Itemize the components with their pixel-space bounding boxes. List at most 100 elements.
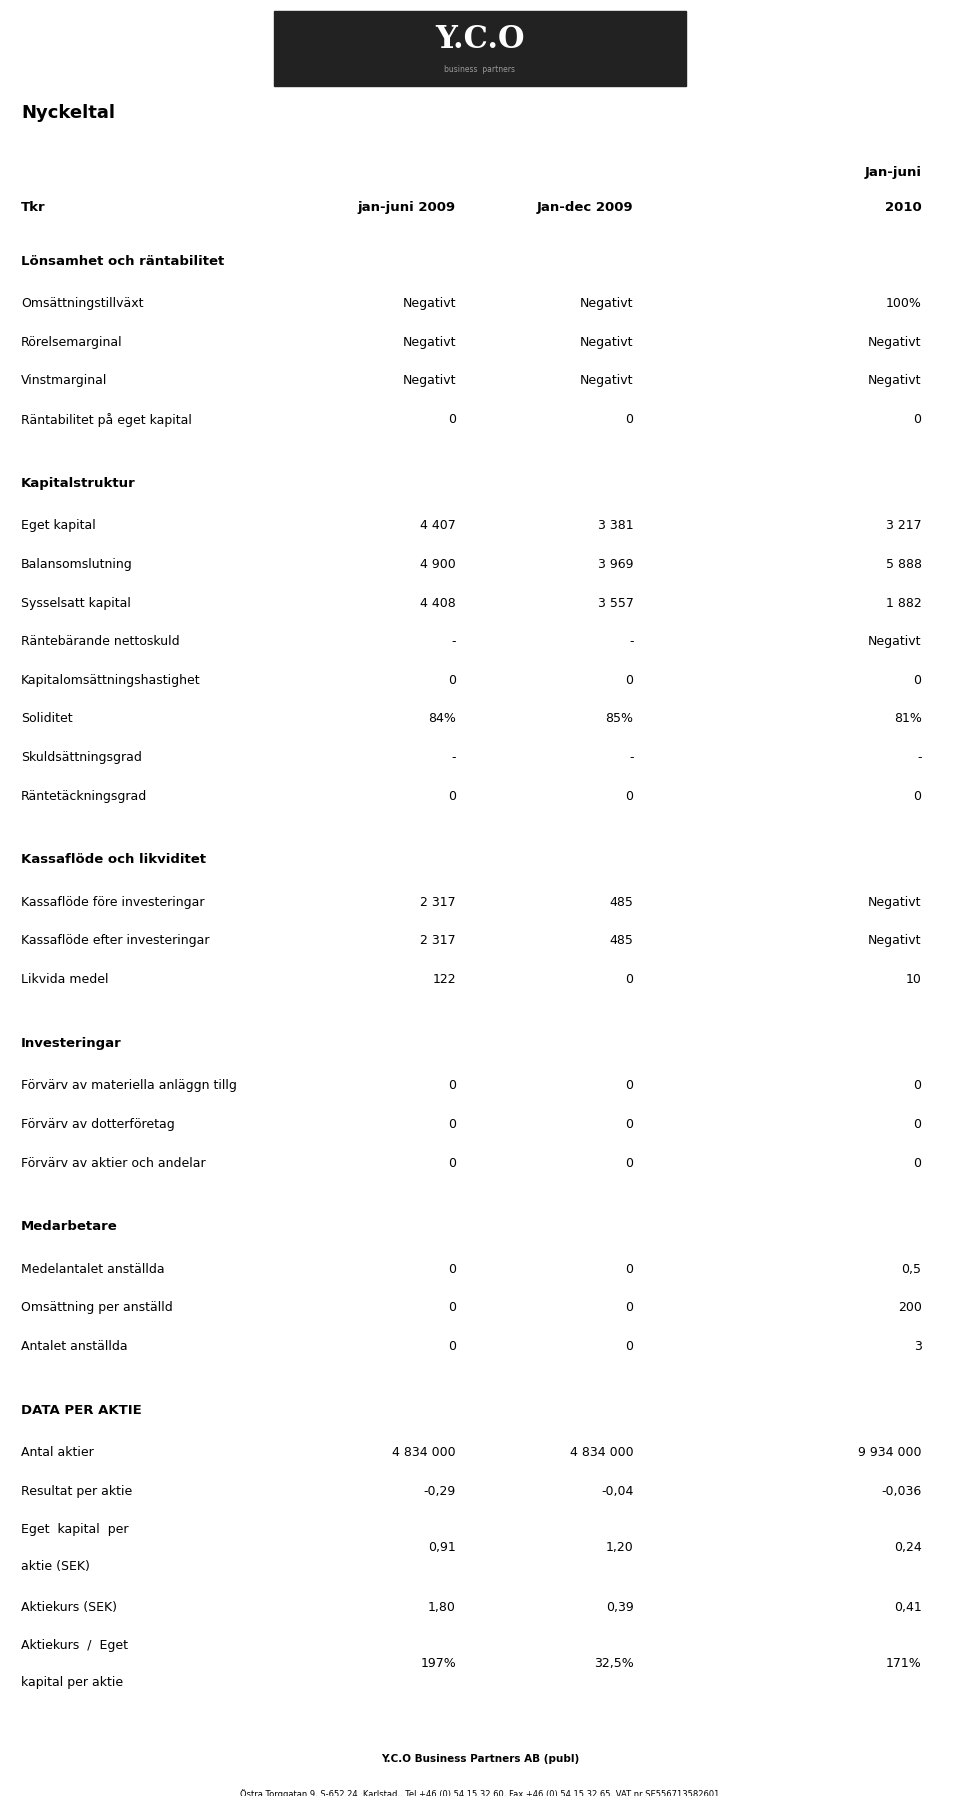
Text: -: - (629, 751, 634, 763)
Text: 0: 0 (626, 790, 634, 803)
Text: Omsättningstillväxt: Omsättningstillväxt (21, 298, 144, 311)
Text: 84%: 84% (428, 713, 456, 726)
Text: 0,41: 0,41 (894, 1600, 922, 1613)
Text: Medelantalet anställda: Medelantalet anställda (21, 1263, 165, 1275)
Text: jan-juni 2009: jan-juni 2009 (358, 201, 456, 214)
Text: 0: 0 (448, 1263, 456, 1275)
Text: 5 888: 5 888 (885, 559, 922, 571)
Text: 4 407: 4 407 (420, 519, 456, 532)
Text: 0: 0 (914, 1079, 922, 1092)
Text: Kapitalstruktur: Kapitalstruktur (21, 476, 136, 490)
Text: 0: 0 (448, 674, 456, 686)
FancyBboxPatch shape (274, 11, 686, 86)
Text: 32,5%: 32,5% (594, 1656, 634, 1670)
Text: 0: 0 (448, 413, 456, 426)
Text: Förvärv av dotterföretag: Förvärv av dotterföretag (21, 1117, 175, 1131)
Text: 0: 0 (914, 790, 922, 803)
Text: 0: 0 (448, 1157, 456, 1169)
Text: 0: 0 (626, 674, 634, 686)
Text: Negativt: Negativt (868, 636, 922, 648)
Text: Resultat per aktie: Resultat per aktie (21, 1485, 132, 1498)
Text: 0: 0 (914, 1117, 922, 1131)
Text: Negativt: Negativt (402, 375, 456, 388)
Text: 0: 0 (448, 1079, 456, 1092)
Text: 0,91: 0,91 (428, 1541, 456, 1554)
Text: Balansomslutning: Balansomslutning (21, 559, 132, 571)
Text: -: - (451, 636, 456, 648)
Text: 0: 0 (448, 1340, 456, 1352)
Text: Kassaflöde före investeringar: Kassaflöde före investeringar (21, 896, 204, 909)
Text: Kassaflöde och likviditet: Kassaflöde och likviditet (21, 853, 206, 866)
Text: Kapitalomsättningshastighet: Kapitalomsättningshastighet (21, 674, 201, 686)
Text: Negativt: Negativt (868, 375, 922, 388)
Text: 4 408: 4 408 (420, 596, 456, 609)
Text: Förvärv av aktier och andelar: Förvärv av aktier och andelar (21, 1157, 205, 1169)
Text: Tkr: Tkr (21, 201, 46, 214)
Text: 0: 0 (448, 1302, 456, 1315)
Text: Räntetäckningsgrad: Räntetäckningsgrad (21, 790, 148, 803)
Text: 0,5: 0,5 (901, 1263, 922, 1275)
Text: Negativt: Negativt (580, 375, 634, 388)
Text: Aktiekurs  /  Eget: Aktiekurs / Eget (21, 1640, 128, 1652)
Text: 85%: 85% (606, 713, 634, 726)
Text: Negativt: Negativt (402, 298, 456, 311)
Text: Sysselsatt kapital: Sysselsatt kapital (21, 596, 131, 609)
Text: 0,39: 0,39 (606, 1600, 634, 1613)
Text: 0: 0 (626, 1157, 634, 1169)
Text: -: - (917, 751, 922, 763)
Text: aktie (SEK): aktie (SEK) (21, 1561, 90, 1573)
Text: 1 882: 1 882 (886, 596, 922, 609)
Text: Nyckeltal: Nyckeltal (21, 104, 115, 122)
Text: 3: 3 (914, 1340, 922, 1352)
Text: 0: 0 (448, 790, 456, 803)
Text: business  partners: business partners (444, 65, 516, 74)
Text: 1,20: 1,20 (606, 1541, 634, 1554)
Text: Soliditet: Soliditet (21, 713, 73, 726)
Text: 100%: 100% (886, 298, 922, 311)
Text: -: - (629, 636, 634, 648)
Text: kapital per aktie: kapital per aktie (21, 1676, 123, 1688)
Text: 197%: 197% (420, 1656, 456, 1670)
Text: Likvida medel: Likvida medel (21, 973, 108, 986)
Text: 3 217: 3 217 (886, 519, 922, 532)
Text: Jan-juni: Jan-juni (865, 165, 922, 180)
Text: 0: 0 (914, 1157, 922, 1169)
Text: Jan-dec 2009: Jan-dec 2009 (537, 201, 634, 214)
Text: Rörelsemarginal: Rörelsemarginal (21, 336, 123, 348)
Text: Aktiekurs (SEK): Aktiekurs (SEK) (21, 1600, 117, 1613)
Text: 171%: 171% (886, 1656, 922, 1670)
Text: 485: 485 (610, 934, 634, 948)
Text: Vinstmarginal: Vinstmarginal (21, 375, 108, 388)
Text: 0: 0 (448, 1117, 456, 1131)
Text: 2010: 2010 (885, 201, 922, 214)
Text: 0: 0 (626, 1302, 634, 1315)
Text: Östra Torggatan 9, S-652 24  Karlstad,, Tel +46 (0) 54 15 32 60, Fax +46 (0) 54 : Östra Torggatan 9, S-652 24 Karlstad,, T… (240, 1789, 720, 1796)
Text: 0,24: 0,24 (894, 1541, 922, 1554)
Text: Räntabilitet på eget kapital: Räntabilitet på eget kapital (21, 413, 192, 427)
Text: Räntebärande nettoskuld: Räntebärande nettoskuld (21, 636, 180, 648)
Text: Negativt: Negativt (868, 896, 922, 909)
Text: 1,80: 1,80 (428, 1600, 456, 1613)
Text: 81%: 81% (894, 713, 922, 726)
Text: 0: 0 (626, 973, 634, 986)
Text: 10: 10 (905, 973, 922, 986)
Text: 3 381: 3 381 (598, 519, 634, 532)
Text: 0: 0 (626, 1079, 634, 1092)
Text: -: - (451, 751, 456, 763)
Text: Kassaflöde efter investeringar: Kassaflöde efter investeringar (21, 934, 209, 948)
Text: Y.C.O Business Partners AB (publ): Y.C.O Business Partners AB (publ) (381, 1755, 579, 1764)
Text: 0: 0 (626, 413, 634, 426)
Text: Negativt: Negativt (580, 336, 634, 348)
Text: 122: 122 (432, 973, 456, 986)
Text: 4 834 000: 4 834 000 (393, 1446, 456, 1458)
Text: DATA PER AKTIE: DATA PER AKTIE (21, 1404, 142, 1417)
Text: Eget  kapital  per: Eget kapital per (21, 1523, 129, 1536)
Text: Investeringar: Investeringar (21, 1036, 122, 1051)
Text: 0: 0 (914, 413, 922, 426)
Text: Y.C.O: Y.C.O (435, 23, 525, 56)
Text: 3 557: 3 557 (598, 596, 634, 609)
Text: Negativt: Negativt (868, 336, 922, 348)
Text: Negativt: Negativt (402, 336, 456, 348)
Text: Medarbetare: Medarbetare (21, 1219, 118, 1234)
Text: Omsättning per anställd: Omsättning per anställd (21, 1302, 173, 1315)
